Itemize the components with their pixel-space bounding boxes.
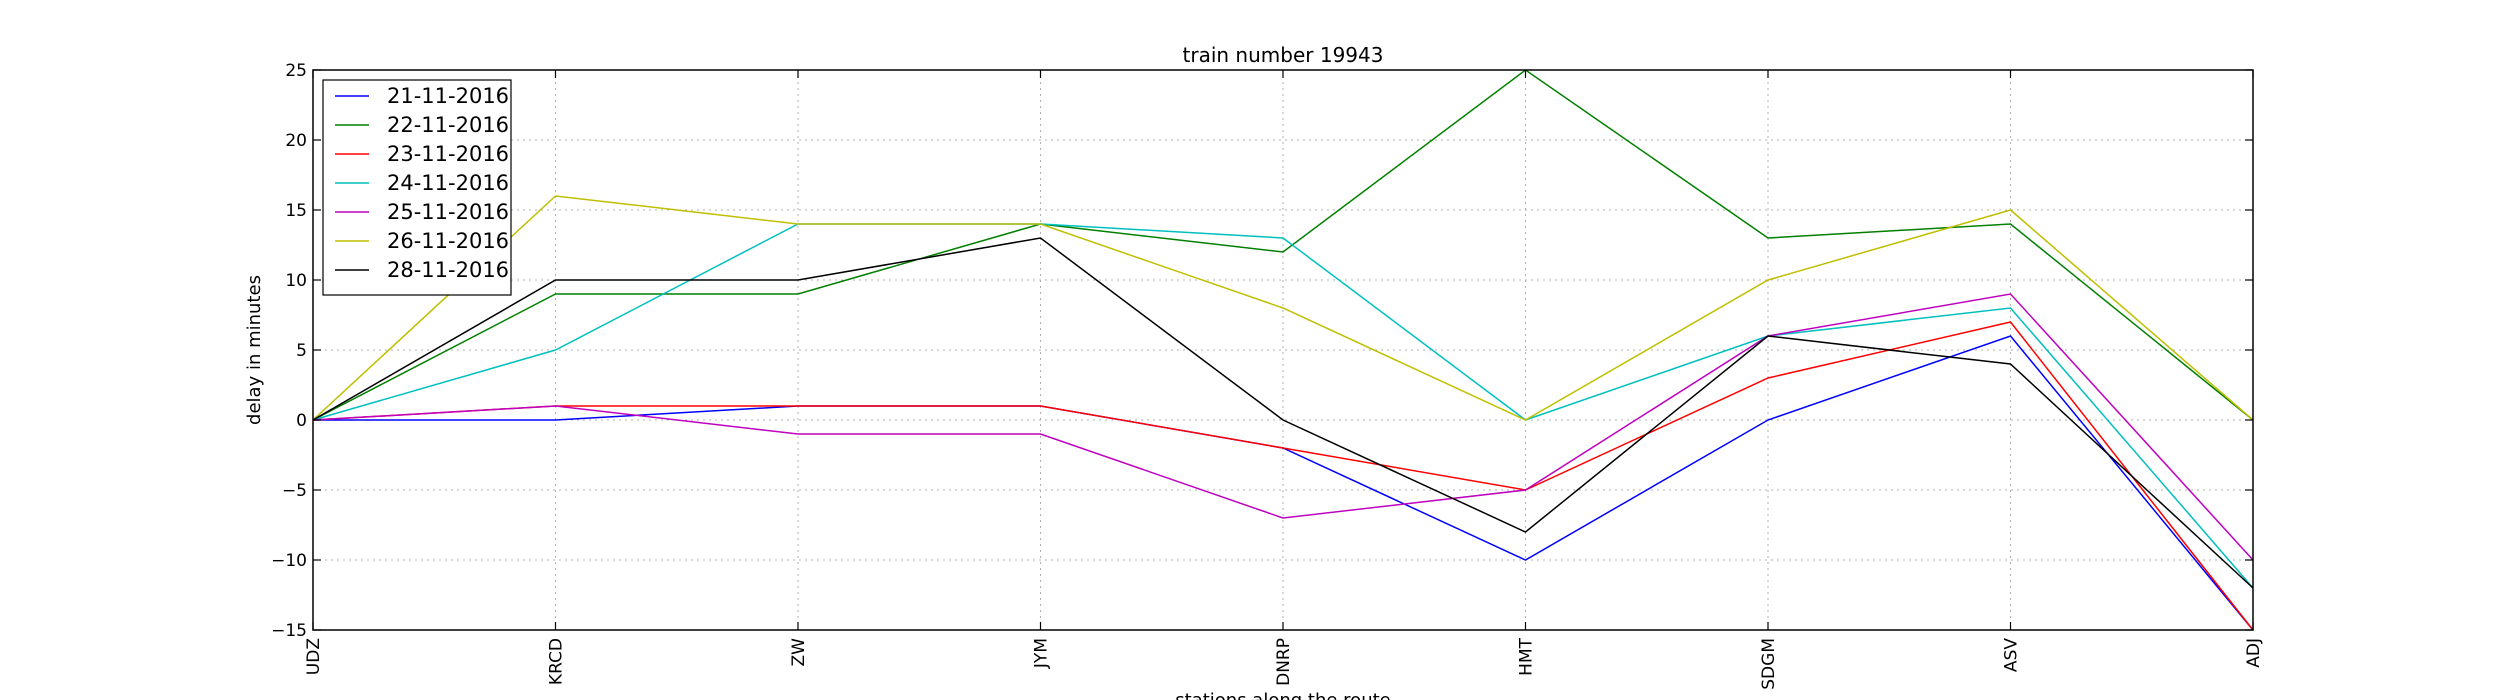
series-line-24-11-2016	[312, 223, 2254, 589]
x-tick-label: ADJ	[2244, 638, 2264, 668]
y-tick-label: 20	[285, 131, 307, 151]
x-tick-label: DNRP	[1274, 638, 1294, 686]
y-axis-ticks: −15 −10 −5 0 5 10 15 20 25	[271, 61, 2253, 641]
x-axis-ticks: UDZ KRCD ZW JYM DNRP HMT SDGM ASV ADJ	[304, 70, 2264, 690]
legend-entry: 23-11-2016	[387, 142, 509, 166]
x-tick-label: JYM	[1032, 638, 1052, 669]
series-line-22-11-2016	[312, 69, 2254, 421]
x-tick-label: ZW	[789, 638, 809, 667]
legend-entry: 22-11-2016	[387, 113, 509, 137]
y-tick-label: 0	[296, 411, 307, 431]
x-tick-label: ASV	[2002, 638, 2022, 672]
x-tick-label: HMT	[1517, 637, 1537, 675]
series-lines	[312, 69, 2254, 631]
y-tick-label: −15	[271, 621, 307, 641]
series-line-25-11-2016	[312, 293, 2254, 561]
legend-entry: 25-11-2016	[387, 200, 509, 224]
y-tick-label: −10	[271, 551, 307, 571]
legend-entry: 28-11-2016	[387, 258, 509, 282]
series-line-21-11-2016	[313, 335, 2254, 631]
x-tick-label: SDGM	[1759, 638, 1779, 690]
legend-box	[322, 79, 512, 296]
y-tick-label: −5	[282, 481, 307, 501]
x-tick-label: KRCD	[547, 638, 567, 685]
y-tick-label: 5	[296, 341, 307, 361]
legend-items: 21-11-2016 22-11-2016 23-11-2016 24-11-2016…	[335, 84, 509, 282]
chart-title: train number 19943	[1183, 43, 1384, 67]
legend-entry: 24-11-2016	[387, 171, 509, 195]
series-line-26-11-2016	[312, 195, 2254, 421]
y-tick-label: 10	[285, 271, 307, 291]
series-line-23-11-2016	[312, 321, 2254, 631]
legend-entry: 21-11-2016	[387, 84, 509, 108]
y-axis-label: delay in minutes	[244, 275, 265, 425]
series-line-28-11-2016	[312, 237, 2254, 589]
y-tick-label: 15	[285, 201, 307, 221]
x-axis-label: stations along the route	[1175, 690, 1390, 700]
legend-entry: 26-11-2016	[387, 229, 509, 253]
x-tick-label: UDZ	[304, 638, 324, 675]
y-tick-label: 25	[285, 61, 307, 81]
grid-lines	[313, 70, 2253, 630]
legend: 21-11-2016 22-11-2016 23-11-2016 24-11-2016…	[322, 79, 512, 296]
